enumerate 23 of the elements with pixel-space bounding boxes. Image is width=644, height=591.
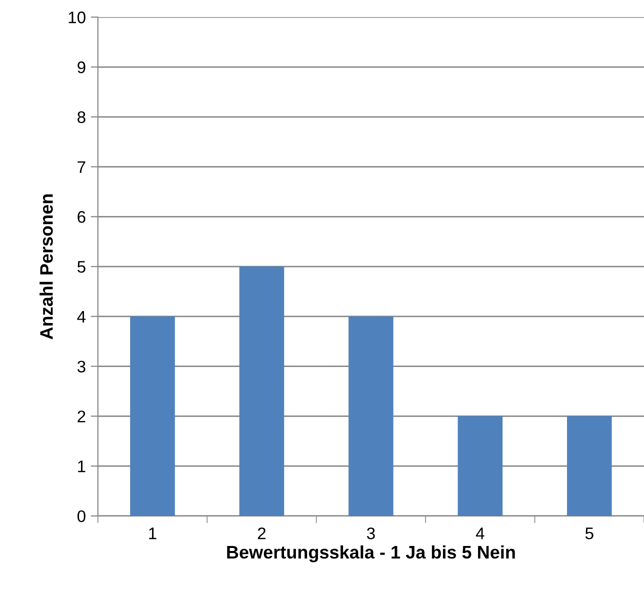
x-tick-label: 4: [476, 528, 484, 540]
y-tick-label: 9: [78, 61, 86, 74]
y-tick-label: 0: [77, 510, 86, 522]
x-tick-label: 3: [366, 527, 375, 540]
y-tick-label: 3: [77, 360, 86, 373]
y-tick-label: 2: [78, 410, 86, 422]
y-tick-label: 8: [78, 111, 86, 124]
x-tick-label: 5: [585, 528, 594, 540]
bar: [567, 416, 612, 516]
bar: [239, 266, 284, 516]
y-axis-title: Anzahl Personen: [40, 194, 53, 340]
bar: [458, 416, 503, 516]
y-tick-label: 10: [68, 12, 86, 24]
x-tick-label: 1: [149, 528, 156, 540]
y-tick-label: 6: [78, 211, 86, 223]
bar: [130, 316, 175, 516]
x-axis-title: Bewertungsskala - 1 Ja bis 5 Nein: [227, 545, 515, 562]
x-tick-label: 2: [258, 527, 266, 540]
y-tick-label: 1: [78, 460, 86, 472]
y-tick-label: 7: [78, 161, 86, 173]
y-tick-label: 5: [77, 261, 86, 273]
bar: [348, 316, 394, 516]
y-tick-label: 4: [77, 310, 86, 322]
